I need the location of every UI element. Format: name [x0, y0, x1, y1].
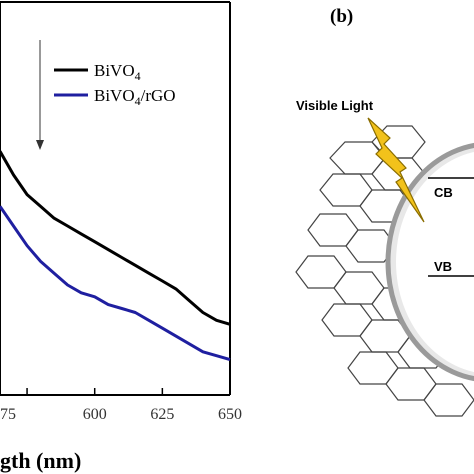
x-tick-label: 650	[218, 406, 242, 423]
visible-light-label: Visible Light	[296, 98, 374, 113]
x-ticks: 75 600 625 650	[0, 388, 242, 423]
cb-label: CB	[434, 185, 453, 200]
series-line-bivo4	[0, 150, 231, 326]
schematic-panel: (b) CB VB	[295, 6, 474, 417]
band-levels: CB VB	[428, 177, 474, 277]
series-line-bivo4-rgo	[0, 205, 231, 362]
legend-label-bivo4: BiVO4	[94, 61, 141, 83]
panel-label: (b)	[330, 6, 353, 27]
series-lines	[0, 150, 231, 362]
x-tick-label: 600	[83, 406, 107, 423]
x-tick-label: 75	[0, 406, 16, 423]
down-arrow	[36, 40, 44, 150]
x-axis-label: gth (nm)	[0, 448, 81, 473]
lightning-bolt-icon	[367, 117, 425, 223]
legend: BiVO4 BiVO4/rGO	[54, 61, 176, 108]
x-tick-label: 625	[150, 406, 174, 423]
legend-label-bivo4-rgo: BiVO4/rGO	[94, 86, 176, 108]
plot-area: 75 600 625 650 BiVO4 BiVO4/rGO gth (nm)	[0, 1, 242, 473]
vb-label: VB	[434, 259, 452, 274]
